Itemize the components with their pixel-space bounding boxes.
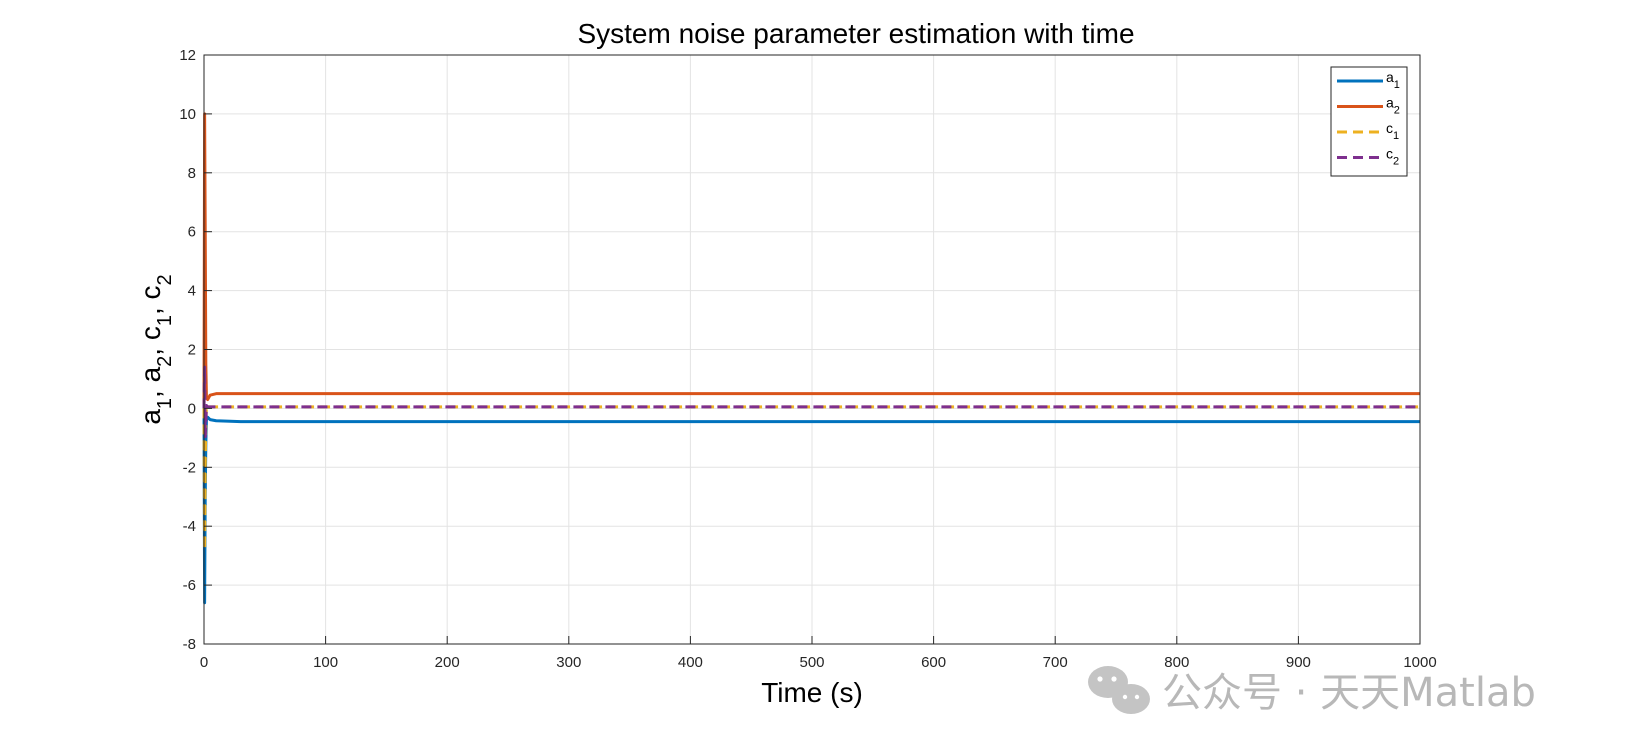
y-tick-label: 4 <box>188 283 196 300</box>
y-label-symbol: a <box>135 409 166 425</box>
y-label-separator: , <box>135 340 166 356</box>
x-tick-label: 800 <box>1164 654 1189 671</box>
legend: a1 a2 c1 c2 <box>1330 66 1408 177</box>
legend-label-a1: a1 <box>1386 69 1400 91</box>
y-label-symbol: c <box>135 285 166 299</box>
x-tick-label: 300 <box>556 654 581 671</box>
x-tick-label: 400 <box>678 654 703 671</box>
y-tick-label: -8 <box>183 636 196 653</box>
watermark-text: 公众号 · 天天Matlab <box>1162 670 1536 716</box>
y-tick-label: -4 <box>183 518 196 535</box>
y-tick-label: 0 <box>188 400 196 417</box>
x-tick-label: 1000 <box>1403 654 1436 671</box>
x-tick-label: 600 <box>921 654 946 671</box>
y-tick-label: 2 <box>188 342 196 359</box>
y-label-subscript: 2 <box>154 356 176 367</box>
x-tick-label: 0 <box>200 654 208 671</box>
watermark: 公众号 · 天天Matlab <box>1088 666 1536 716</box>
y-label-subscript: 2 <box>154 274 176 285</box>
x-tick-label: 900 <box>1286 654 1311 671</box>
x-tick-label: 100 <box>313 654 338 671</box>
legend-label-a2: a2 <box>1386 95 1400 117</box>
legend-label-c1: c1 <box>1386 120 1399 142</box>
y-label-symbol: c <box>135 326 166 340</box>
y-label-symbol: a <box>135 366 166 382</box>
y-axis-label: a1, a2, c1, c2 <box>135 274 176 424</box>
series-layer <box>202 112 1420 605</box>
y-label-separator: , <box>135 382 166 398</box>
legend-label-c2: c2 <box>1386 146 1399 168</box>
y-tick-label: -6 <box>183 577 196 594</box>
wechat-icon <box>1088 666 1150 714</box>
y-label-subscript: 1 <box>154 315 176 326</box>
axis-ticks: 0 100 200 300 400 500 600 700 800 900 1000-8-6-4-2… <box>179 47 1436 671</box>
y-tick-label: 6 <box>188 224 196 241</box>
series-line-c1 <box>202 403 1420 552</box>
y-tick-label: -2 <box>183 459 196 476</box>
plot-area: 0 100 200 300 400 500 600 700 800 900 1000-8-6-4-2… <box>179 47 1436 671</box>
x-tick-label: 200 <box>435 654 460 671</box>
y-tick-label: 12 <box>179 47 196 64</box>
y-label-subscript: 1 <box>154 398 176 409</box>
series-line-a2 <box>202 112 1420 409</box>
chart-title: System noise parameter estimation with t… <box>577 18 1134 49</box>
y-tick-label: 8 <box>188 165 196 182</box>
x-tick-label: 500 <box>799 654 824 671</box>
series-line-c2 <box>202 365 1420 440</box>
x-tick-label: 700 <box>1043 654 1068 671</box>
x-axis-label: Time (s) <box>761 677 863 708</box>
y-tick-label: 10 <box>179 106 196 123</box>
y-label-separator: , <box>135 299 166 315</box>
